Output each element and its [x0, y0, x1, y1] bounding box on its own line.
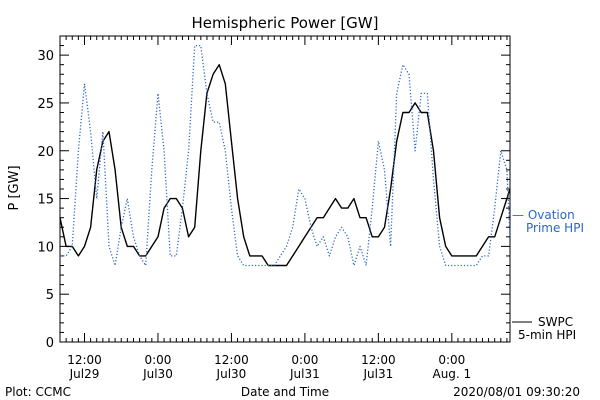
plot-area-frame: [59, 35, 511, 343]
x-tick-label-date: Jul31: [362, 367, 393, 381]
y-axis-label: P [GW]: [7, 165, 22, 210]
x-tick-label-time: 0:00: [438, 353, 465, 367]
x-tick-label-time: 0:00: [144, 353, 171, 367]
y-tick-label: 25: [37, 97, 54, 112]
series-layer: [59, 44, 511, 267]
y-tick-label: 20: [37, 145, 54, 160]
chart-title: Hemispheric Power [GW]: [192, 14, 379, 32]
legend-swpc-line2: 5-min HPI: [518, 328, 576, 342]
series-line-swpc: [59, 63, 511, 267]
y-tick-label: 10: [37, 240, 54, 255]
x-tick-label-time: 12:00: [67, 353, 102, 367]
x-tick-label-time: 12:00: [361, 353, 396, 367]
x-tick-label-date: Jul31: [289, 367, 320, 381]
x-tick-label-time: 0:00: [291, 353, 318, 367]
plot-timestamp: 2020/08/01 09:30:20: [453, 385, 580, 399]
x-tick-label-date: Jul29: [69, 367, 100, 381]
x-tick-label-date: Jul30: [142, 367, 173, 381]
x-tick-label-time: 12:00: [214, 353, 249, 367]
y-tick-label: 5: [46, 288, 54, 303]
x-axis-label: Date and Time: [241, 385, 329, 399]
y-tick-label: 30: [37, 49, 54, 64]
plot-credit: Plot: CCMC: [5, 385, 71, 399]
legend-ovation-line2: Prime HPI: [526, 221, 584, 235]
x-tick-label-date: Aug. 1: [432, 367, 471, 381]
tick-layer: 05101520253012:00Jul290:00Jul3012:00Jul3…: [37, 35, 510, 381]
legend-ovation-line1: — Ovation: [512, 208, 575, 222]
legend-swpc-line1: SWPC: [538, 315, 573, 329]
x-tick-label-date: Jul30: [216, 367, 247, 381]
series-line-ovation: [60, 44, 511, 267]
y-tick-label: 15: [37, 193, 54, 208]
y-tick-label: 0: [46, 336, 54, 351]
